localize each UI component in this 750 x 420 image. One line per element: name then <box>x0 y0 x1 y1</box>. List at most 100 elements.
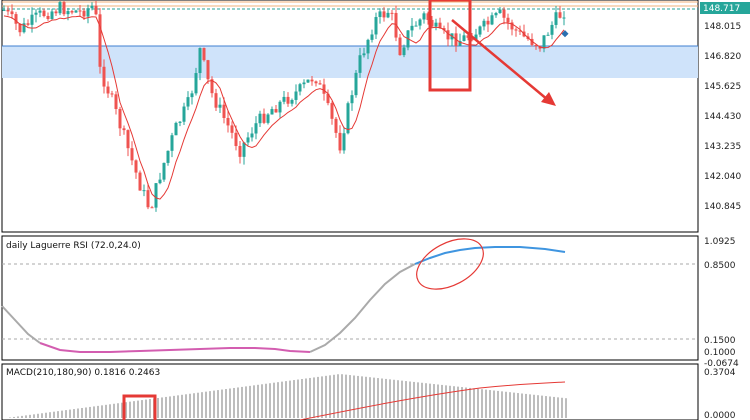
candle-body <box>222 104 226 118</box>
candle-body <box>14 14 18 24</box>
candle-body <box>554 12 558 25</box>
candle-body <box>102 66 106 87</box>
macd-bar <box>97 405 99 418</box>
laguerre-tick-4: 0.1000 <box>704 348 736 358</box>
candle-body <box>370 34 374 40</box>
macd-bar <box>53 411 55 418</box>
laguerre-pane-frame <box>1 235 699 361</box>
candle-body <box>234 132 238 147</box>
candle-body <box>138 172 142 191</box>
macd-bar <box>261 384 263 418</box>
candle-body <box>466 35 470 38</box>
candle-body <box>218 104 222 108</box>
macd-bar <box>265 383 267 418</box>
macd-bar <box>21 415 23 418</box>
macd-bar <box>489 390 491 418</box>
macd-bar <box>493 390 495 418</box>
candle-body <box>230 125 234 133</box>
laguerre-rsi-rising-segment <box>309 263 416 353</box>
macd-bar <box>553 396 555 418</box>
candle-body <box>518 30 522 32</box>
candle-body <box>54 11 58 14</box>
macd-bar <box>309 377 311 418</box>
candle-body <box>330 103 334 119</box>
macd-bar <box>297 379 299 418</box>
macd-bar <box>9 417 11 418</box>
candle-body <box>426 13 430 20</box>
macd-bar <box>469 387 471 418</box>
macd-bar <box>105 404 107 418</box>
macd-bar <box>537 395 539 418</box>
macd-bar <box>25 415 27 418</box>
macd-bar <box>373 377 375 418</box>
candle-body <box>402 47 406 56</box>
candle-body <box>458 40 462 46</box>
macd-tick-2: 0.3704 <box>704 368 736 378</box>
macd-bar <box>225 389 227 418</box>
candle-body <box>390 12 394 14</box>
candle-body <box>546 34 550 36</box>
candle-body <box>398 37 402 56</box>
candle-body <box>286 96 290 104</box>
macd-bar <box>141 400 143 418</box>
macd-bar <box>441 384 443 418</box>
candle-body <box>298 84 302 92</box>
candle-body <box>266 114 270 123</box>
macd-bar <box>457 386 459 418</box>
macd-bar <box>341 374 343 418</box>
candle-body <box>474 34 478 41</box>
candle-body <box>22 23 26 33</box>
macd-bar <box>101 405 103 418</box>
macd-bar <box>513 392 515 418</box>
macd-tick-3: 0.0000 <box>704 411 736 420</box>
candle-body <box>350 95 354 104</box>
macd-bar <box>385 378 387 418</box>
macd-bar <box>81 407 83 418</box>
macd-bar <box>393 379 395 418</box>
candle-body <box>202 48 206 61</box>
macd-bar <box>421 382 423 418</box>
candle-body <box>254 123 258 134</box>
candle-body <box>346 103 350 134</box>
candle-body <box>418 19 422 26</box>
candle-body <box>118 109 122 129</box>
candle-body <box>10 11 14 15</box>
candle-body <box>386 12 390 18</box>
candle-body <box>514 29 518 31</box>
candle-body <box>30 14 34 25</box>
candle-body <box>250 133 254 138</box>
current-price-label: 148.717 <box>703 4 740 14</box>
candle-body <box>374 17 378 35</box>
candle-body <box>294 91 298 100</box>
macd-bar <box>353 375 355 418</box>
annotation-arrowhead <box>541 92 556 106</box>
macd-bar <box>477 388 479 418</box>
candle-body <box>394 12 398 38</box>
candle-body <box>142 190 146 192</box>
macd-bar <box>345 374 347 418</box>
macd-signal-line <box>299 381 566 420</box>
candle-body <box>2 9 6 11</box>
macd-bar <box>181 394 183 418</box>
macd-bar <box>285 381 287 418</box>
laguerre-tick-2: 0.8500 <box>704 261 736 271</box>
candle-body <box>322 84 326 94</box>
candle-body <box>414 25 418 27</box>
annotation-box-macd <box>122 394 157 420</box>
candle-body <box>262 113 266 123</box>
candle-body <box>438 22 442 29</box>
macd-bar <box>85 407 87 418</box>
macd-bar <box>533 394 535 418</box>
price-tick-3: 145.625 <box>704 82 741 92</box>
price-marker-diamond <box>561 30 569 38</box>
candle-body <box>434 22 438 27</box>
main-pane-frame <box>1 0 699 233</box>
macd-bar <box>321 376 323 418</box>
macd-bar <box>73 409 75 418</box>
macd-bar <box>77 408 79 418</box>
macd-bar <box>449 385 451 418</box>
candle-body <box>334 118 338 133</box>
price-tick-1: 148.015 <box>704 22 741 32</box>
macd-bar <box>69 409 71 418</box>
